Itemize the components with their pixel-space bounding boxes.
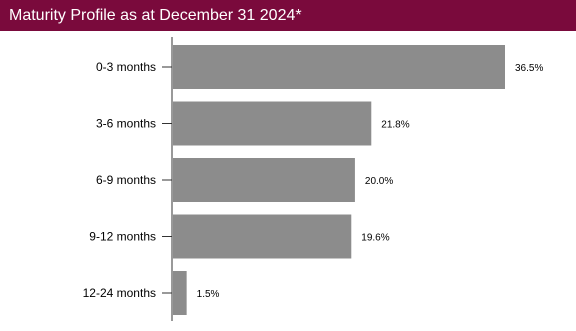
- bar-1: [173, 101, 372, 146]
- bar-2: [173, 158, 355, 202]
- bar-0: [173, 45, 505, 89]
- bar-chart: 0-3 months 36.5% 3-6 months 21.8% 6-9 months…: [83, 37, 543, 321]
- bar-3: [173, 214, 352, 259]
- category-label-4: 12-24 months: [83, 286, 156, 300]
- value-label-1: 21.8%: [381, 120, 409, 131]
- value-label-4: 1.5%: [197, 289, 220, 300]
- chart-header: Maturity Profile as at December 31 2024*: [0, 0, 576, 31]
- category-label-3: 9-12 months: [89, 230, 156, 244]
- value-label-0: 36.5%: [515, 63, 543, 74]
- bar-4: [173, 271, 187, 315]
- category-label-2: 6-9 months: [96, 173, 156, 187]
- value-label-3: 19.6%: [361, 233, 389, 244]
- value-label-2: 20.0%: [365, 176, 393, 187]
- category-label-0: 0-3 months: [96, 60, 156, 74]
- chart-title: Maturity Profile as at December 31 2024*: [9, 7, 302, 24]
- category-label-1: 3-6 months: [96, 117, 156, 131]
